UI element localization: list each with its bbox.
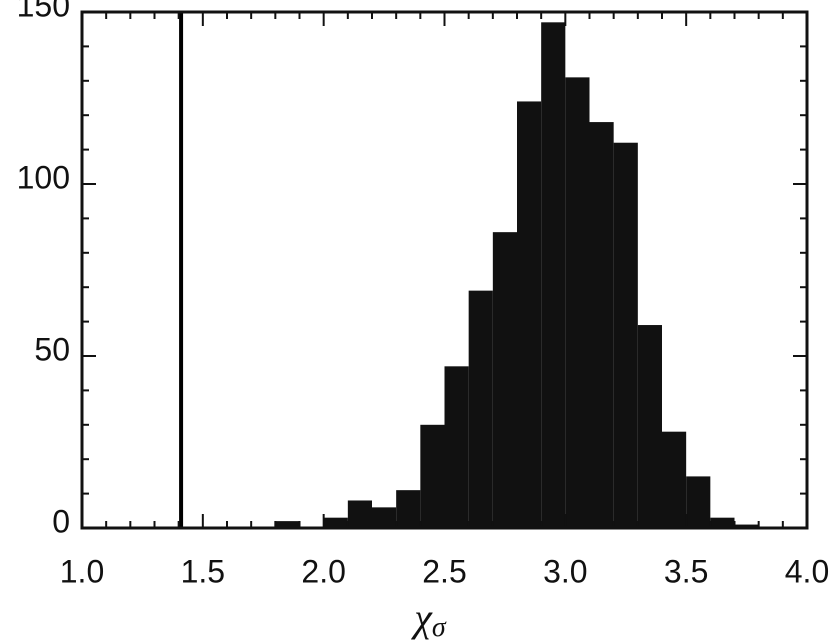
bar — [662, 431, 687, 528]
bar — [565, 77, 590, 529]
y-tick-label: 150 — [17, 0, 70, 23]
bar — [323, 517, 348, 528]
x-label-subscript: σ — [432, 612, 447, 643]
x-label-symbol: χ — [410, 595, 433, 640]
bar — [372, 507, 397, 528]
bar — [637, 325, 662, 528]
bar — [541, 22, 566, 528]
y-tick-label: 100 — [17, 159, 70, 195]
bar — [347, 500, 372, 528]
bar — [517, 101, 542, 528]
bar — [613, 142, 638, 528]
bar — [589, 122, 614, 528]
x-tick-label: 2.5 — [422, 553, 466, 589]
bar — [444, 366, 469, 528]
x-tick-label: 3.0 — [543, 553, 587, 589]
y-tick-label: 50 — [34, 331, 70, 367]
bar — [686, 476, 711, 528]
bar — [420, 424, 445, 528]
x-tick-label: 2.0 — [301, 553, 345, 589]
y-tick-label: 0 — [52, 503, 70, 539]
bar — [275, 521, 300, 528]
bar — [710, 517, 735, 528]
x-axis-label: χσ — [410, 595, 447, 643]
x-tick-label: 4.0 — [785, 553, 829, 589]
bar — [492, 232, 517, 528]
bar — [468, 290, 493, 528]
bar — [396, 490, 421, 528]
plot-frame — [80, 10, 809, 530]
bar — [734, 524, 759, 528]
x-tick-label: 3.5 — [664, 553, 708, 589]
x-tick-label: 1.5 — [181, 553, 225, 589]
x-tick-label: 1.0 — [60, 553, 104, 589]
